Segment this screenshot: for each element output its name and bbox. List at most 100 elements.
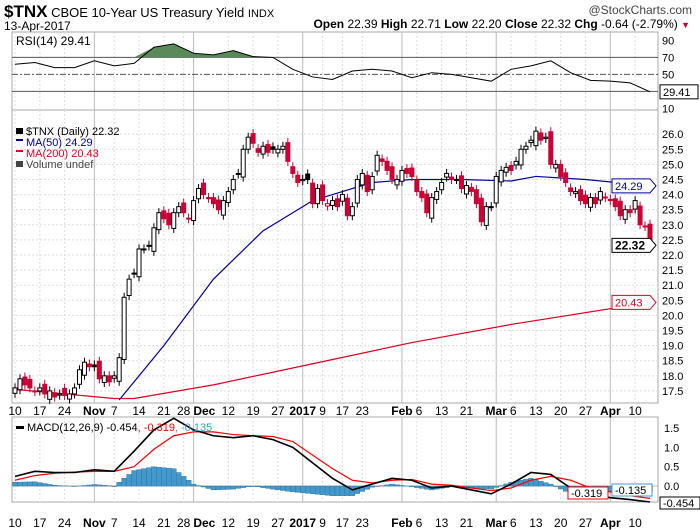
candle-body [399,169,405,182]
candle-body [458,175,464,190]
candle-body [488,206,494,209]
macd-line [14,417,651,503]
candle-body [538,132,544,141]
x-tick-label: 10 [628,516,642,530]
security-name: CBOE 10-Year US Treasury Yield [51,5,245,20]
macd-y-tick: 1.0 [664,442,679,454]
rsi-last-value: 29.41 [663,87,691,99]
candle-body [444,172,450,178]
close-label: Close [504,17,538,31]
macd-histogram-bar [22,481,28,487]
rsi-y-tick: 50 [662,69,674,81]
macd-histogram-bar [161,467,167,487]
macd-histogram-bar [166,467,172,487]
macd-histogram-bar [438,485,445,489]
x-tick-label: Apr [600,404,621,418]
macd-histogram-bar [51,485,58,487]
macd-legend-name: MACD(12,26,9) [27,422,103,434]
candle-body [612,198,618,208]
candle-body [275,148,281,154]
macd-histogram-bar [473,485,480,489]
legend-price-icon [16,128,23,134]
candle-body [637,205,643,226]
x-tick-label: 6 [510,516,517,530]
candle-body [280,145,286,150]
ma50-line [118,175,651,401]
candle-body [131,272,137,275]
macd-histogram-bar [642,485,648,492]
macd-histogram-bar [300,485,306,494]
x-tick-label: 14 [132,404,146,418]
macd-histogram-bar [230,485,236,490]
candle-body [32,390,38,393]
macd-histogram-bar [339,485,346,496]
candle-body [573,191,579,194]
candle-body [587,197,593,208]
legend-ma200-icon [16,150,23,152]
ma200-value-tag: 20.43 [615,297,643,309]
candle-body [205,197,211,200]
macd-histogram-bar [17,481,23,487]
price-y-tick: 19.5 [662,326,683,338]
x-tick-label: 10 [628,404,642,418]
x-tick-label: 10 [8,404,22,418]
macd-histogram-bar [334,485,341,496]
macd-macd-tag: -0.454 [663,498,694,510]
down-arrow-icon: ▼ [681,20,690,30]
x-tick-label: 28 [177,516,191,530]
macd-histogram-bar [309,485,316,494]
ma200-value-tag-box [611,294,657,310]
candle-body [166,212,172,226]
macd-signal-tag-box [567,486,609,500]
price-y-tick: 17.5 [662,386,683,398]
x-tick-label: Nov [83,516,106,530]
x-tick-label: 20 [554,516,568,530]
candle-body [12,387,18,394]
legend-volume: Volume undef [26,159,94,171]
rsi-legend: RSI(14) 29.41 [16,34,91,48]
candle-body [285,142,291,162]
candle-body [270,146,276,150]
x-tick-label: 7 [111,516,118,530]
candle-body [454,178,460,181]
x-tick-label: 24 [58,516,72,530]
candle-body [374,154,380,172]
macd-histogram-bar [493,485,499,488]
macd-histogram-bar [245,485,251,488]
macd-histogram-bar [111,485,117,487]
candle-body [52,392,58,398]
chg-value: -0.64 (-2.79%) [601,17,678,31]
macd-panel-frame [11,416,659,503]
rsi-y-tick: 70 [662,52,674,64]
macd-histogram-bar [42,483,48,487]
candle-body [161,210,167,220]
price-y-tick: 18.5 [662,356,683,368]
candle-body [62,388,68,396]
macd-histogram-bar [518,480,524,487]
macd-histogram-bar [151,466,157,487]
macd-histogram-bar [136,469,142,487]
candle-body [434,191,440,200]
candle-body [449,176,455,180]
macd-histogram-bar [617,485,623,492]
candle-body [27,378,33,389]
macd-histogram-bar [458,485,465,488]
candle-body [111,375,117,379]
candle-body [225,191,231,203]
macd-legend-signal: , -0.319 [138,422,175,434]
x-tick-label: 27 [271,516,285,530]
macd-histogram-bar [384,484,390,487]
macd-histogram-bar [577,485,584,494]
candle-body [72,387,78,395]
macd-histogram-bar [86,484,93,487]
candle-body [379,158,385,162]
macd-histogram-bar [185,480,192,487]
candle-body [429,197,435,219]
open-label: Open [313,17,345,31]
candle-body [210,197,216,205]
x-tick-label: 13 [529,404,543,418]
macd-histogram-bar [602,485,609,493]
macd-histogram-bar [240,485,246,488]
macd-histogram-bar [280,485,286,491]
x-tick-label: 17 [336,404,350,418]
